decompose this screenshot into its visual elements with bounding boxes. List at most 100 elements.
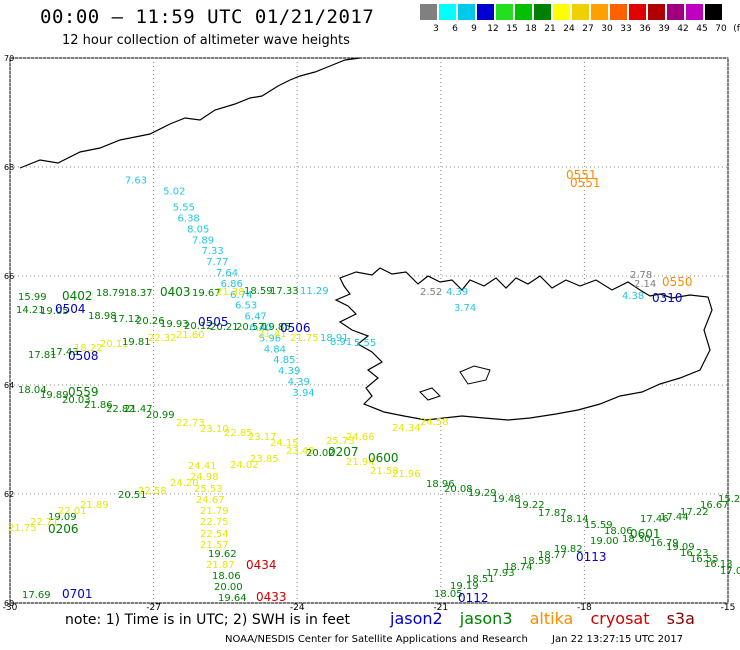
scale-label: 18 xyxy=(525,24,537,34)
wave-height-value: 24.02 xyxy=(230,460,259,471)
credit-line: NOAA/NESDIS Center for Satellite Applica… xyxy=(225,634,528,645)
scale-swatch xyxy=(534,4,551,20)
wave-height-value: 21.79 xyxy=(200,506,229,517)
wave-height-value: 18.37 xyxy=(124,288,153,299)
wave-height-value: 19.19 xyxy=(450,581,479,592)
wave-height-value: 22.71 xyxy=(30,517,59,528)
wave-height-value: 17.12 xyxy=(112,314,141,325)
wave-height-value: 19.48 xyxy=(492,494,521,505)
scale-unit: (ft) xyxy=(733,24,740,34)
wave-height-value: 6.53 xyxy=(235,301,257,312)
wave-height-value: 17.22 xyxy=(680,507,709,518)
track-time-label: 0559 xyxy=(68,385,99,399)
iceland-coastline xyxy=(334,267,713,421)
scale-label: 9 xyxy=(471,24,477,34)
wave-height-value: 17.46 xyxy=(640,514,669,525)
track-time-label: 0207 xyxy=(328,445,359,459)
wave-height-value: 19.62 xyxy=(208,549,237,560)
wave-height-value: 20.08 xyxy=(444,484,473,495)
wave-height-value: 18.77 xyxy=(538,550,567,561)
wave-height-value: 24.34 xyxy=(392,423,421,434)
wave-height-value: 17.33 xyxy=(270,286,299,297)
scale-label: 6 xyxy=(452,24,458,34)
wave-height-value: 7.33 xyxy=(201,246,223,257)
wave-height-value: 16.67 xyxy=(700,500,729,511)
legend-cryosat: cryosat xyxy=(590,609,650,628)
wave-height-value: 20.00 xyxy=(214,582,243,593)
wave-height-value: 24.67 xyxy=(196,495,225,506)
wave-height-value: 20.26 xyxy=(136,316,165,327)
wave-height-value: 15.99 xyxy=(18,292,47,303)
track-time-label: 0402 xyxy=(62,289,93,303)
track-time-label: 0310 xyxy=(652,291,683,305)
wave-height-value: 18.30 xyxy=(622,534,651,545)
lat-tick-label: 60 xyxy=(4,599,14,608)
track-time-label: 0504 xyxy=(55,302,86,316)
wave-height-value: 20.57 xyxy=(236,322,265,333)
iceland-lake xyxy=(419,387,441,401)
wave-height-value: 25.53 xyxy=(194,484,223,495)
scale-swatch xyxy=(420,4,437,20)
wave-height-value: 22.85 xyxy=(224,428,253,439)
wave-height-value: 19.09 xyxy=(48,512,77,523)
wave-height-value: 22.75 xyxy=(200,517,229,528)
scale-swatch xyxy=(515,4,532,20)
track-time-label: 0601 xyxy=(630,527,661,541)
wave-height-value: 23.85 xyxy=(250,454,279,465)
scale-swatch xyxy=(610,4,627,20)
wave-height-value: 15.59 xyxy=(584,520,613,531)
wave-height-value: 8.05 xyxy=(187,224,209,235)
wave-height-value: 17.87 xyxy=(538,508,567,519)
track-time-label: 0600 xyxy=(368,451,399,465)
timestamp: Jan 22 13:27:15 UTC 2017 xyxy=(552,634,684,645)
lon-tick-label: -24 xyxy=(290,603,305,613)
wave-height-value: 21.75 xyxy=(8,523,37,534)
wave-height-value: 16.23 xyxy=(680,548,709,559)
scale-label: 27 xyxy=(582,24,594,34)
wave-height-value: 21.57 xyxy=(200,540,229,551)
wave-height-value: 20.51 xyxy=(118,490,147,501)
track-time-label: 0550 xyxy=(662,275,693,289)
scale-label: 21 xyxy=(544,24,556,34)
wave-height-value: 23.48 xyxy=(286,446,315,457)
wave-height-value: 11.29 xyxy=(300,286,329,297)
wave-height-value: 18.79 xyxy=(96,288,125,299)
scale-swatch xyxy=(629,4,646,20)
wave-height-value: 2.78 xyxy=(630,270,652,281)
wave-height-value: 4.39 xyxy=(278,366,300,377)
track-time-label: 0505 xyxy=(198,315,229,329)
legend-jason2: jason2 xyxy=(390,609,443,628)
wave-height-value: 21.86 xyxy=(84,400,113,411)
wave-height-value: 19.05 xyxy=(40,306,69,317)
wave-height-value: 21.38 xyxy=(216,287,245,298)
lat-tick-label: 68 xyxy=(4,163,14,172)
wave-height-value: 24.20 xyxy=(170,478,199,489)
wave-height-value: 18.59 xyxy=(244,286,273,297)
lon-tick-label: -18 xyxy=(577,603,592,613)
wave-height-value: 3.94 xyxy=(292,388,314,399)
wave-height-value: 5.55 xyxy=(173,203,195,214)
track-time-label: 0506 xyxy=(280,321,311,335)
wave-height-value: 21.89 xyxy=(80,500,109,511)
wave-height-value: 24.41 xyxy=(188,461,217,472)
wave-height-value: 4.38 xyxy=(622,291,644,302)
wave-height-value: 18.04 xyxy=(18,385,47,396)
wave-height-value: 24.58 xyxy=(420,417,449,428)
wave-height-value: 24.66 xyxy=(346,432,375,443)
page-title: 00:00 – 11:59 UTC 01/21/2017 xyxy=(40,6,375,28)
wave-height-value: 20.11 xyxy=(100,339,129,350)
wave-height-value: 4.85 xyxy=(273,355,295,366)
scale-label: 33 xyxy=(620,24,632,34)
track-time-label: 0508 xyxy=(68,349,99,363)
wave-height-value: 21.60 xyxy=(176,330,205,341)
scale-swatch xyxy=(705,4,722,20)
wave-height-value: 20.03 xyxy=(62,395,91,406)
lon-tick-label: -15 xyxy=(721,603,736,613)
wave-height-value: 17.81 xyxy=(28,350,57,361)
scale-label: 30 xyxy=(601,24,613,34)
wave-height-value: 18.05 xyxy=(434,589,463,600)
wave-height-value: 18.59 xyxy=(522,556,551,567)
wave-height-value: 8.91 xyxy=(330,337,352,348)
track-time-label: 0701 xyxy=(62,587,93,601)
